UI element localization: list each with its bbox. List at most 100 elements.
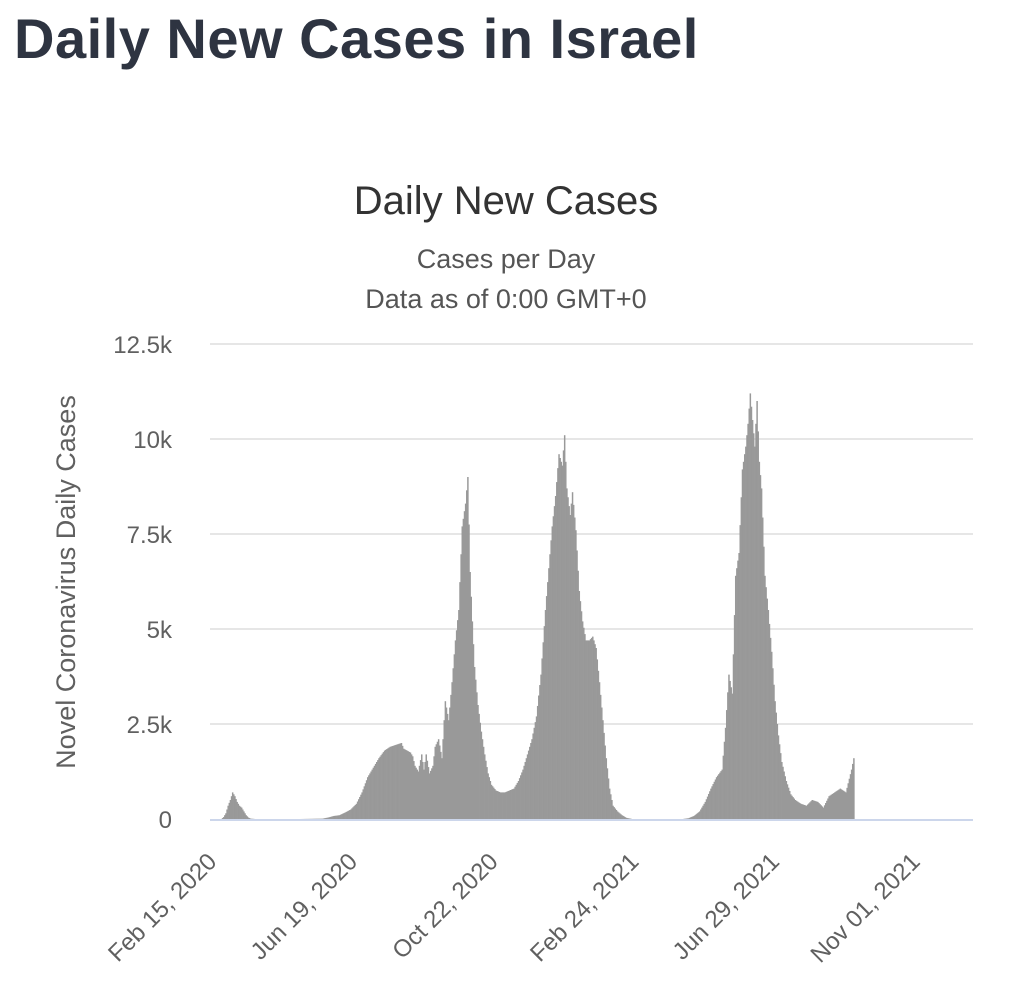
- bar: [458, 610, 460, 819]
- bar: [821, 806, 824, 819]
- bar: [356, 801, 359, 819]
- bar: [545, 596, 548, 819]
- bar: [228, 802, 231, 819]
- bar: [457, 620, 459, 819]
- bar: [783, 771, 785, 819]
- bar: [452, 668, 454, 819]
- bar: [841, 790, 844, 819]
- bar: [222, 817, 225, 819]
- bar: [725, 710, 728, 819]
- bar: [451, 682, 453, 819]
- bar: [606, 768, 609, 819]
- bar: [342, 813, 344, 819]
- bar: [441, 758, 443, 819]
- bar: [743, 454, 746, 819]
- bar: [745, 446, 747, 819]
- bar: [408, 751, 411, 819]
- bar: [621, 815, 623, 819]
- bar: [524, 762, 527, 819]
- y-axis-label: Novel Coronavirus Daily Cases: [51, 395, 81, 769]
- bar: [503, 792, 505, 819]
- bar: [488, 777, 491, 819]
- bar: [778, 744, 781, 819]
- bar: [523, 765, 525, 819]
- bar: [240, 807, 243, 819]
- bar: [248, 818, 251, 819]
- bar: [502, 792, 504, 819]
- bar: [515, 784, 518, 819]
- bar: [752, 433, 755, 819]
- bar: [518, 778, 521, 819]
- bar: [706, 796, 709, 819]
- bar: [369, 773, 371, 819]
- bar: [694, 815, 696, 819]
- bar: [554, 496, 557, 819]
- bar: [221, 818, 224, 819]
- bar: [561, 465, 564, 819]
- bar: [605, 758, 608, 819]
- bar: [416, 769, 418, 819]
- bar: [707, 793, 710, 819]
- bar: [847, 783, 849, 819]
- bar: [234, 796, 236, 819]
- bar: [362, 789, 364, 819]
- bar: [345, 811, 348, 819]
- bar: [603, 732, 605, 819]
- bar: [530, 743, 532, 819]
- bar: [472, 644, 475, 819]
- bar: [696, 813, 699, 819]
- bar: [341, 814, 343, 819]
- x-tick-label: Nov 01, 2021: [806, 848, 926, 968]
- bar: [586, 640, 588, 819]
- bar: [832, 793, 835, 819]
- bar: [784, 776, 786, 819]
- bar: [470, 596, 472, 819]
- bar: [689, 817, 692, 819]
- bar: [831, 793, 834, 819]
- bar: [224, 815, 226, 819]
- y-tick-label: 2.5k: [127, 712, 173, 739]
- bar: [439, 745, 441, 819]
- bar: [520, 775, 522, 819]
- y-tick-label: 5k: [147, 617, 173, 644]
- bar: [749, 393, 752, 819]
- bar: [231, 792, 234, 819]
- bar: [527, 750, 530, 819]
- bar: [576, 550, 578, 819]
- bar: [490, 784, 493, 819]
- bar: [777, 735, 780, 819]
- bar: [526, 754, 529, 819]
- bar: [803, 804, 806, 819]
- bar: [617, 812, 620, 819]
- bar: [437, 739, 440, 819]
- bar: [329, 816, 332, 819]
- bar: [462, 518, 465, 819]
- bar: [704, 801, 707, 819]
- bar: [709, 791, 711, 819]
- bar: [817, 801, 819, 819]
- bar: [614, 808, 617, 819]
- bar: [497, 791, 500, 819]
- bar: [836, 790, 838, 819]
- bar: [613, 807, 615, 820]
- bar: [820, 805, 822, 819]
- y-axis-ticks: 0 2.5k 5k 7.5k 10k 12.5k: [113, 332, 173, 834]
- bar: [692, 816, 694, 819]
- bar: [599, 694, 602, 819]
- bar: [381, 753, 384, 819]
- bar: [562, 450, 565, 819]
- bar: [352, 807, 354, 819]
- bar: [496, 790, 498, 819]
- bar: [540, 674, 542, 819]
- bar: [604, 745, 606, 819]
- bar: [350, 809, 352, 819]
- bar: [801, 804, 803, 819]
- bar: [544, 610, 547, 819]
- bar: [716, 775, 719, 819]
- bar: [543, 626, 546, 819]
- bar: [476, 692, 478, 819]
- bar: [511, 789, 513, 819]
- bar: [763, 546, 765, 819]
- bar: [686, 818, 689, 819]
- bar: [733, 615, 736, 819]
